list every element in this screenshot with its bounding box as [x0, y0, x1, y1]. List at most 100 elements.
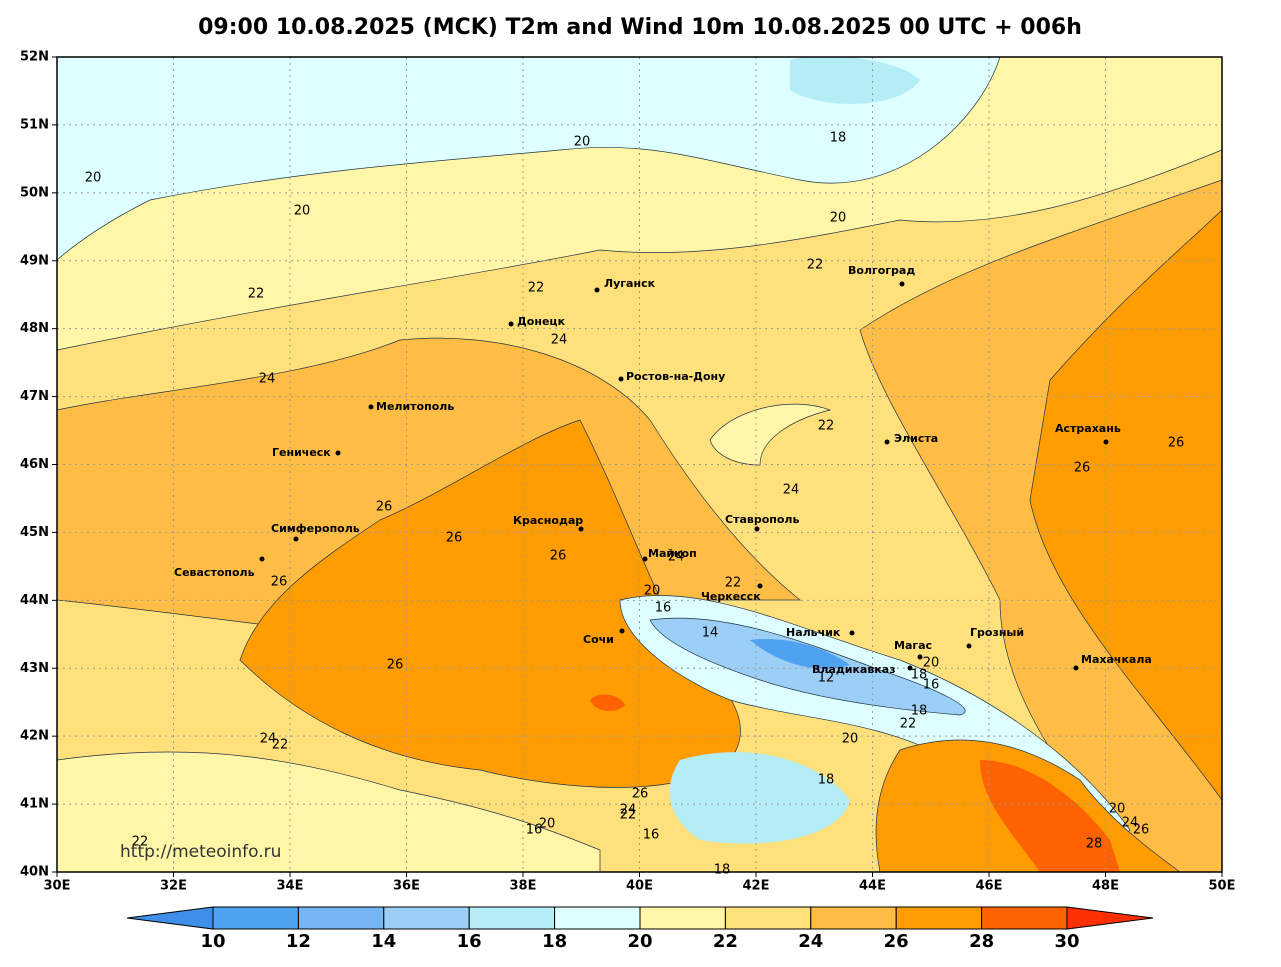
city-label: Грозный — [970, 626, 1024, 639]
colorbar-segment — [297, 906, 385, 930]
contour-label: 20 — [539, 817, 556, 832]
colorbar-tick-label: 10 — [200, 931, 225, 952]
graticule: 30E 32E 34E 36E 38E 40E 42E 44E 46E 48E 50E 40N 41N 4… — [20, 50, 1235, 894]
contour-label: 14 — [702, 626, 719, 641]
city-label: Нальчик — [786, 626, 841, 639]
lat-tick-label: 40N — [20, 865, 49, 880]
contour-label: 22 — [900, 717, 917, 732]
lat-tick-label: 50N — [20, 185, 49, 200]
contour-label: 24 — [1122, 816, 1139, 831]
city-dot — [619, 628, 625, 634]
lat-tick-label: 48N — [20, 321, 49, 336]
colorbar-segment — [554, 906, 641, 930]
contour-label: 20 — [574, 135, 591, 150]
colorbar-segment — [212, 906, 299, 930]
lon-tick-label: 42E — [743, 879, 770, 894]
city-label: Магас — [894, 639, 932, 652]
lon-tick-label: 32E — [160, 879, 187, 894]
contour-label: 16 — [923, 678, 940, 693]
contour-label: 20 — [85, 171, 102, 186]
colorbar-extend — [126, 906, 214, 930]
lat-tick-label: 47N — [20, 389, 49, 404]
city-dot — [1103, 439, 1109, 445]
colorbar-segment — [810, 906, 897, 930]
contour-label: 24 — [783, 483, 800, 498]
watermark: http://meteoinfo.ru — [120, 842, 281, 862]
lat-tick-label: 42N — [20, 729, 49, 744]
colorbar-tick-label: 30 — [1054, 931, 1079, 952]
city-label: Сочи — [583, 633, 614, 646]
contour-label: 16 — [526, 823, 543, 838]
colorbar-tick-label: 26 — [884, 931, 909, 952]
contour-label: 18 — [818, 773, 835, 788]
contour-label: 22 — [620, 808, 637, 823]
lon-tick-label: 34E — [277, 879, 304, 894]
contour-label: 20 — [294, 204, 311, 219]
city-label: Махачкала — [1081, 653, 1152, 666]
city-label: Луганск — [604, 277, 656, 290]
colorbar: 10 12 14 16 18 20 22 24 26 28 30 — [126, 906, 1154, 952]
contour-label: 18 — [714, 863, 731, 878]
city-dot — [618, 376, 624, 382]
colorbar-tick-label: 12 — [286, 931, 311, 952]
city-label: Майкоп — [648, 547, 697, 560]
contour-label: 28 — [1086, 837, 1103, 852]
contour-label: 24 — [260, 732, 277, 747]
cities: Луганск Донецк Ростов-на-Дону Волгоград Мели… — [174, 264, 1152, 676]
contour-label: 26 — [376, 500, 393, 515]
city-dot — [884, 439, 890, 445]
lon-tick-label: 44E — [859, 879, 886, 894]
city-label: Мелитополь — [376, 400, 454, 413]
contour-label: 22 — [528, 281, 545, 296]
city-label: Краснодар — [513, 514, 583, 527]
contour-label: 16 — [643, 828, 660, 843]
colorbar-segment — [981, 906, 1068, 930]
contour-label: 22 — [132, 835, 149, 850]
city-label: Симферополь — [271, 522, 360, 535]
city-dot — [578, 526, 584, 532]
colorbar-segment — [383, 906, 470, 930]
city-label: Геническ — [272, 446, 331, 459]
contour-label: 22 — [725, 576, 742, 591]
colorbar-segment — [724, 906, 812, 930]
lat-tick-label: 44N — [20, 593, 49, 608]
lat-tick-label: 46N — [20, 457, 49, 472]
contour-label: 24 — [668, 550, 685, 565]
contour-label: 22 — [248, 287, 265, 302]
city-dot — [293, 536, 299, 542]
city-label: Черкесск — [701, 590, 761, 603]
city-label: Ставрополь — [725, 513, 799, 526]
city-label: Донецк — [517, 315, 566, 328]
lat-tick-label: 51N — [20, 117, 49, 132]
colorbar-tick-label: 18 — [542, 931, 567, 952]
colorbar-tick-label: 24 — [798, 931, 823, 952]
lat-tick-label: 52N — [20, 50, 49, 65]
city-dot — [899, 281, 905, 287]
contour-label: 26 — [387, 658, 404, 673]
city-label: Астрахань — [1055, 422, 1121, 435]
lat-tick-label: 45N — [20, 525, 49, 540]
city-dot — [335, 450, 341, 456]
contour-label: 16 — [655, 601, 672, 616]
city-dot — [757, 583, 763, 589]
map-frame — [56, 56, 1223, 873]
colorbar-segment — [468, 906, 556, 930]
contour-label: 26 — [1133, 823, 1150, 838]
city-dot — [754, 526, 760, 532]
contour-label: 24 — [259, 372, 276, 387]
colorbar-segment — [895, 906, 983, 930]
contour-label: 22 — [818, 419, 835, 434]
contour-label: 20 — [923, 656, 940, 671]
colorbar-extend — [1066, 906, 1154, 930]
city-dot — [849, 630, 855, 636]
colorbar-tick-label: 28 — [969, 931, 994, 952]
colorbar-tick-label: 14 — [371, 931, 396, 952]
lon-tick-label: 36E — [393, 879, 420, 894]
contour-label: 18 — [911, 704, 928, 719]
colorbar-tick-label: 20 — [627, 931, 652, 952]
lon-tick-label: 46E — [976, 879, 1003, 894]
city-dot — [642, 556, 648, 562]
colorbar-tick-label: 16 — [457, 931, 482, 952]
